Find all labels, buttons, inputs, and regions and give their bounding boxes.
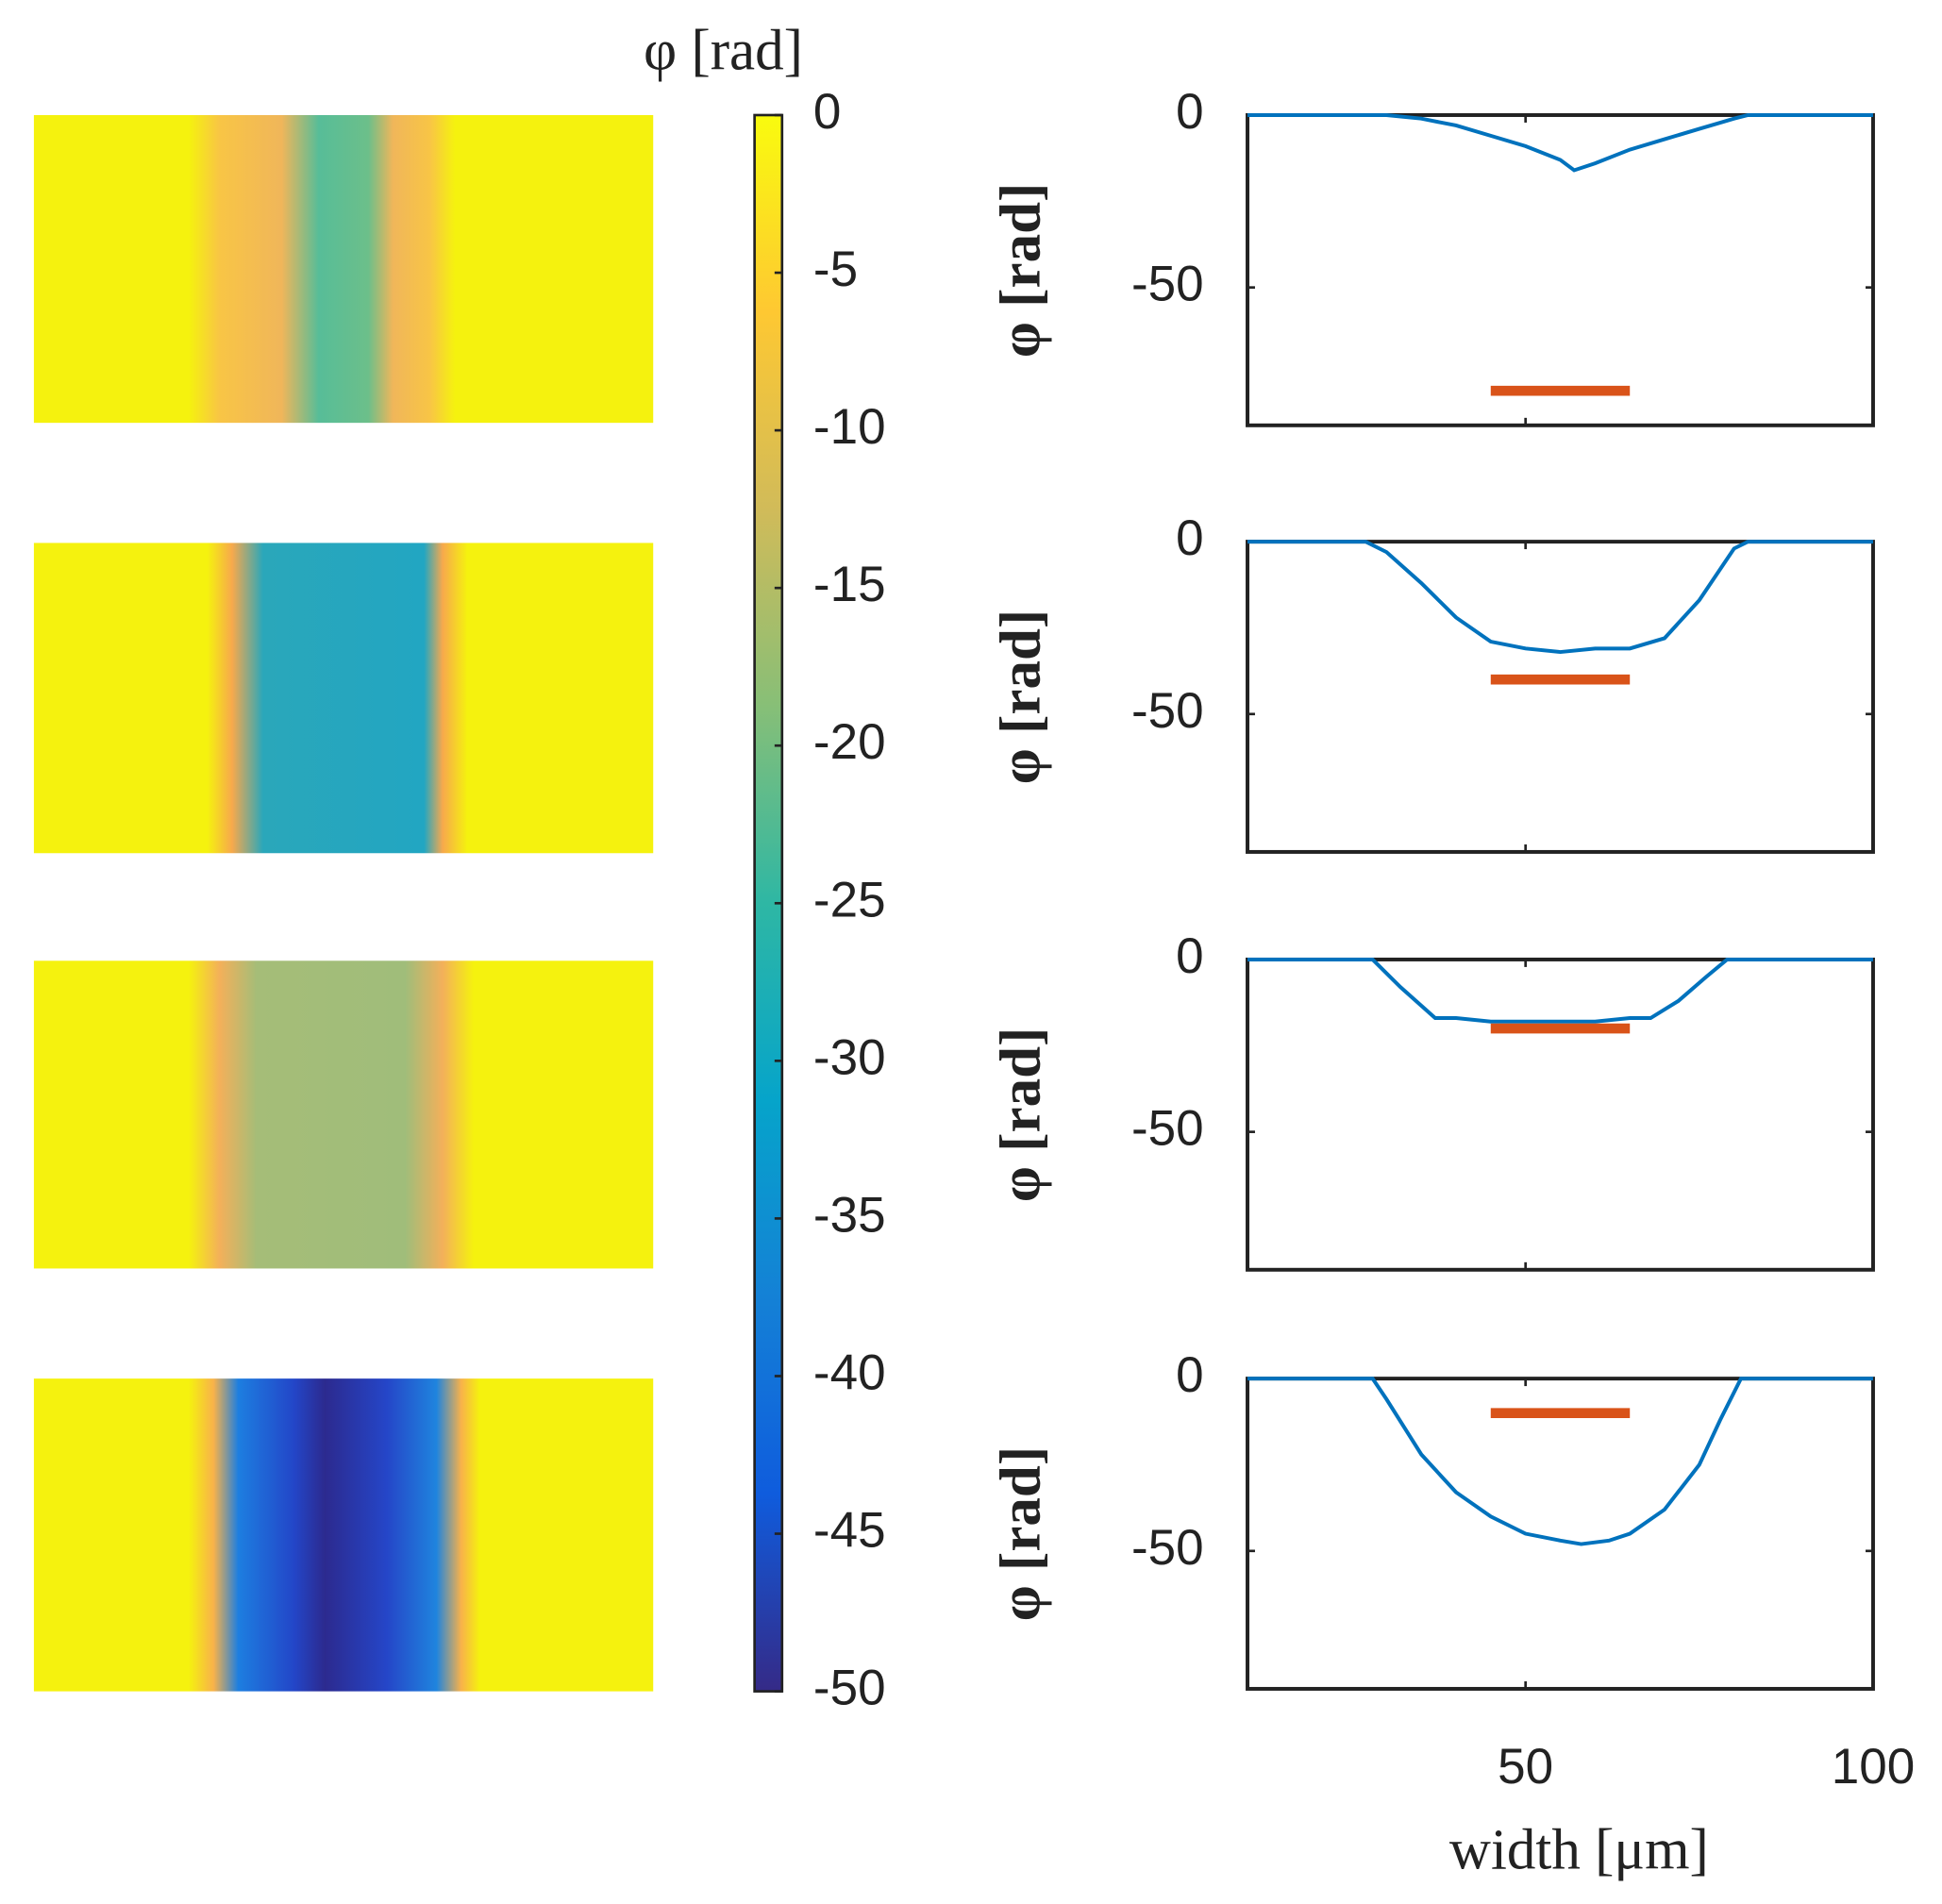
plot-box — [1246, 540, 1875, 854]
y-axis-label: φ [rad] — [989, 610, 1052, 784]
colorbar-tick-label: -50 — [813, 1661, 886, 1716]
colorbar-tick-label: -10 — [813, 399, 886, 455]
y-axis-label: φ [rad] — [989, 183, 1052, 358]
colorbar-tick-label: -35 — [813, 1187, 886, 1243]
data-line — [1247, 1377, 1873, 1546]
x-tick-label: 100 — [1832, 1739, 1915, 1795]
colorbar-tick-label: -30 — [813, 1029, 886, 1085]
y-tick-label: -50 — [1131, 257, 1204, 312]
phase-image — [33, 543, 654, 854]
y-tick-label: 0 — [1176, 1347, 1204, 1403]
y-tick-label: 0 — [1176, 510, 1204, 566]
colorbar-tick-label: -25 — [813, 872, 886, 927]
colorbar-tick-label: -20 — [813, 714, 886, 770]
x-axis-label: width [μm] — [1449, 1818, 1709, 1881]
colorbar-tick-label: 0 — [813, 84, 842, 140]
data-line — [1247, 112, 1873, 173]
data-line — [1247, 540, 1873, 655]
colorbar-tick-label: -5 — [813, 242, 858, 297]
plot-box — [1246, 957, 1875, 1272]
y-tick-label: -50 — [1131, 1520, 1204, 1576]
y-axis-label: φ [rad] — [989, 1027, 1052, 1202]
y-tick-label: -50 — [1131, 683, 1204, 739]
data-line — [1247, 957, 1873, 1024]
x-tick-label: 50 — [1498, 1739, 1553, 1795]
colorbar-tick-label: -45 — [813, 1503, 886, 1559]
y-tick-label: 0 — [1176, 928, 1204, 984]
y-axis-label: φ [rad] — [989, 1446, 1052, 1621]
colorbar-tick-label: -40 — [813, 1344, 886, 1400]
phase-image — [33, 1378, 654, 1692]
y-tick-label: 0 — [1176, 84, 1204, 140]
colorbar-tick-label: -15 — [813, 557, 886, 612]
plot-box — [1246, 1377, 1875, 1691]
colorbar-label: φ [rad] — [644, 20, 803, 83]
y-tick-label: -50 — [1131, 1101, 1204, 1157]
plot-box — [1246, 112, 1875, 427]
phase-image — [33, 960, 654, 1269]
phase-image — [33, 114, 654, 424]
